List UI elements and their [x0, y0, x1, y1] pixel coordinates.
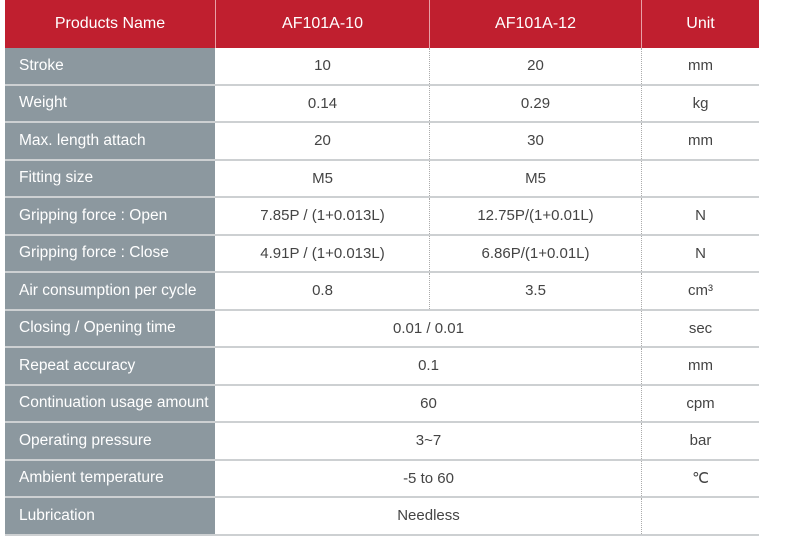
table-row: Gripping force : Close 4.91P / (1+0.013L)… [5, 235, 759, 273]
row-label: Continuation usage amount [5, 385, 216, 421]
row-label: Ambient temperature [5, 460, 216, 496]
row-unit [642, 498, 759, 534]
row-value-col1: 4.91P / (1+0.013L) [216, 235, 430, 271]
table-header: Products Name AF101A-10 AF101A-12 Unit [5, 0, 759, 48]
table-row: Closing / Opening time 0.01 / 0.01 sec [5, 310, 759, 348]
row-value-shared: 0.1 [216, 348, 642, 384]
row-label: Closing / Opening time [5, 310, 216, 346]
row-value-col2: 20 [430, 48, 642, 84]
row-value-col2: M5 [430, 160, 642, 196]
row-unit: mm [688, 57, 713, 75]
table-row: Max. length attach 20 30 mm [5, 123, 759, 161]
table-row: Stroke 10 20 mm [5, 48, 759, 86]
header-col2: AF101A-12 [430, 0, 642, 48]
table-row: Fitting size M5 M5 [5, 160, 759, 198]
row-value-col2: 12.75P/(1+0.01L) [430, 198, 642, 234]
row-label: Gripping force : Close [5, 235, 216, 271]
row-label: Operating pressure [5, 423, 216, 459]
header-products-name: Products Name [5, 0, 216, 48]
table-row: Gripping force : Open 7.85P / (1+0.013L) 1… [5, 198, 759, 236]
row-unit: ℃ [692, 470, 709, 488]
row-unit: kg [692, 94, 709, 112]
row-label: Stroke [5, 48, 216, 84]
row-value-col1: 20 [216, 123, 430, 159]
table-row: Repeat accuracy 0.1 mm [5, 348, 759, 386]
table-row: Weight 0.14 0.29 kg [5, 85, 759, 123]
row-value-shared: Needless [216, 498, 642, 534]
row-unit: cpm [686, 394, 715, 412]
row-value-shared: -5 to 60 [216, 460, 642, 496]
header-unit: Unit [642, 0, 759, 48]
table-row: Continuation usage amount 60 cpm [5, 385, 759, 423]
row-value-shared: 60 [216, 385, 642, 421]
row-unit: bar [689, 432, 712, 450]
row-label: Fitting size [5, 160, 216, 196]
row-unit: N [695, 207, 706, 225]
row-unit [642, 161, 759, 197]
row-unit: mm [688, 132, 713, 150]
table-row: Air consumption per cycle 0.8 3.5 cm³ [5, 273, 759, 311]
row-label: Lubrication [5, 498, 216, 534]
row-value-shared: 0.01 / 0.01 [216, 310, 642, 346]
row-label: Repeat accuracy [5, 348, 216, 384]
row-value-col1: 7.85P / (1+0.013L) [216, 198, 430, 234]
table-row: Operating pressure 3~7 bar [5, 423, 759, 461]
row-value-col1: M5 [216, 160, 430, 196]
row-value-col2: 3.5 [430, 273, 642, 309]
row-value-col1: 0.14 [216, 85, 430, 121]
row-value-col2: 30 [430, 123, 642, 159]
table-row: Ambient temperature -5 to 60 ℃ [5, 460, 759, 498]
row-unit: N [695, 244, 706, 262]
header-col1: AF101A-10 [216, 0, 430, 48]
spec-table: Products Name AF101A-10 AF101A-12 Unit S… [5, 0, 759, 536]
row-value-col1: 0.8 [216, 273, 430, 309]
row-label: Gripping force : Open [5, 198, 216, 234]
row-value-shared: 3~7 [216, 423, 642, 459]
row-unit: cm³ [688, 282, 713, 300]
row-value-col2: 0.29 [430, 85, 642, 121]
row-value-col2: 6.86P/(1+0.01L) [430, 235, 642, 271]
row-label: Weight [5, 85, 216, 121]
table-row: Lubrication Needless [5, 498, 759, 536]
row-value-col1: 10 [216, 48, 430, 84]
row-unit: sec [688, 319, 713, 337]
row-label: Air consumption per cycle [5, 273, 216, 309]
row-unit: mm [688, 357, 713, 375]
row-label: Max. length attach [5, 123, 216, 159]
